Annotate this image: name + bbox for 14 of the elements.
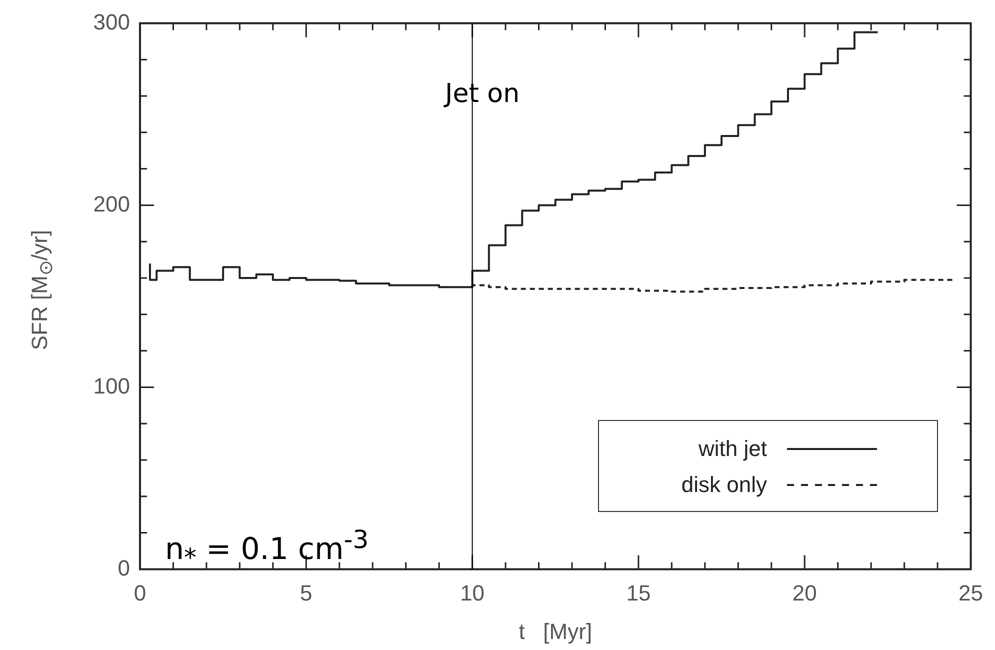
x-tick-label: 0 xyxy=(134,580,146,606)
x-tick-label: 5 xyxy=(300,580,312,606)
x-tick-label: 10 xyxy=(460,580,485,606)
x-tick-label: 20 xyxy=(792,580,817,606)
y-tick-label: 300 xyxy=(93,9,130,34)
y-tick-label: 100 xyxy=(93,373,130,398)
legend-label: disk only xyxy=(681,472,767,498)
annotation: n$_{*}$ = 0.1 cm$^{-3}$ xyxy=(165,525,369,572)
x-axis-title: t [Myr] xyxy=(518,618,592,644)
x-tick-label: 15 xyxy=(626,580,651,606)
x-tick-label: 25 xyxy=(958,580,984,606)
y-tick-label: 0 xyxy=(118,555,130,580)
y-tick-label: 200 xyxy=(93,191,130,216)
legend-label: with jet xyxy=(698,436,767,462)
